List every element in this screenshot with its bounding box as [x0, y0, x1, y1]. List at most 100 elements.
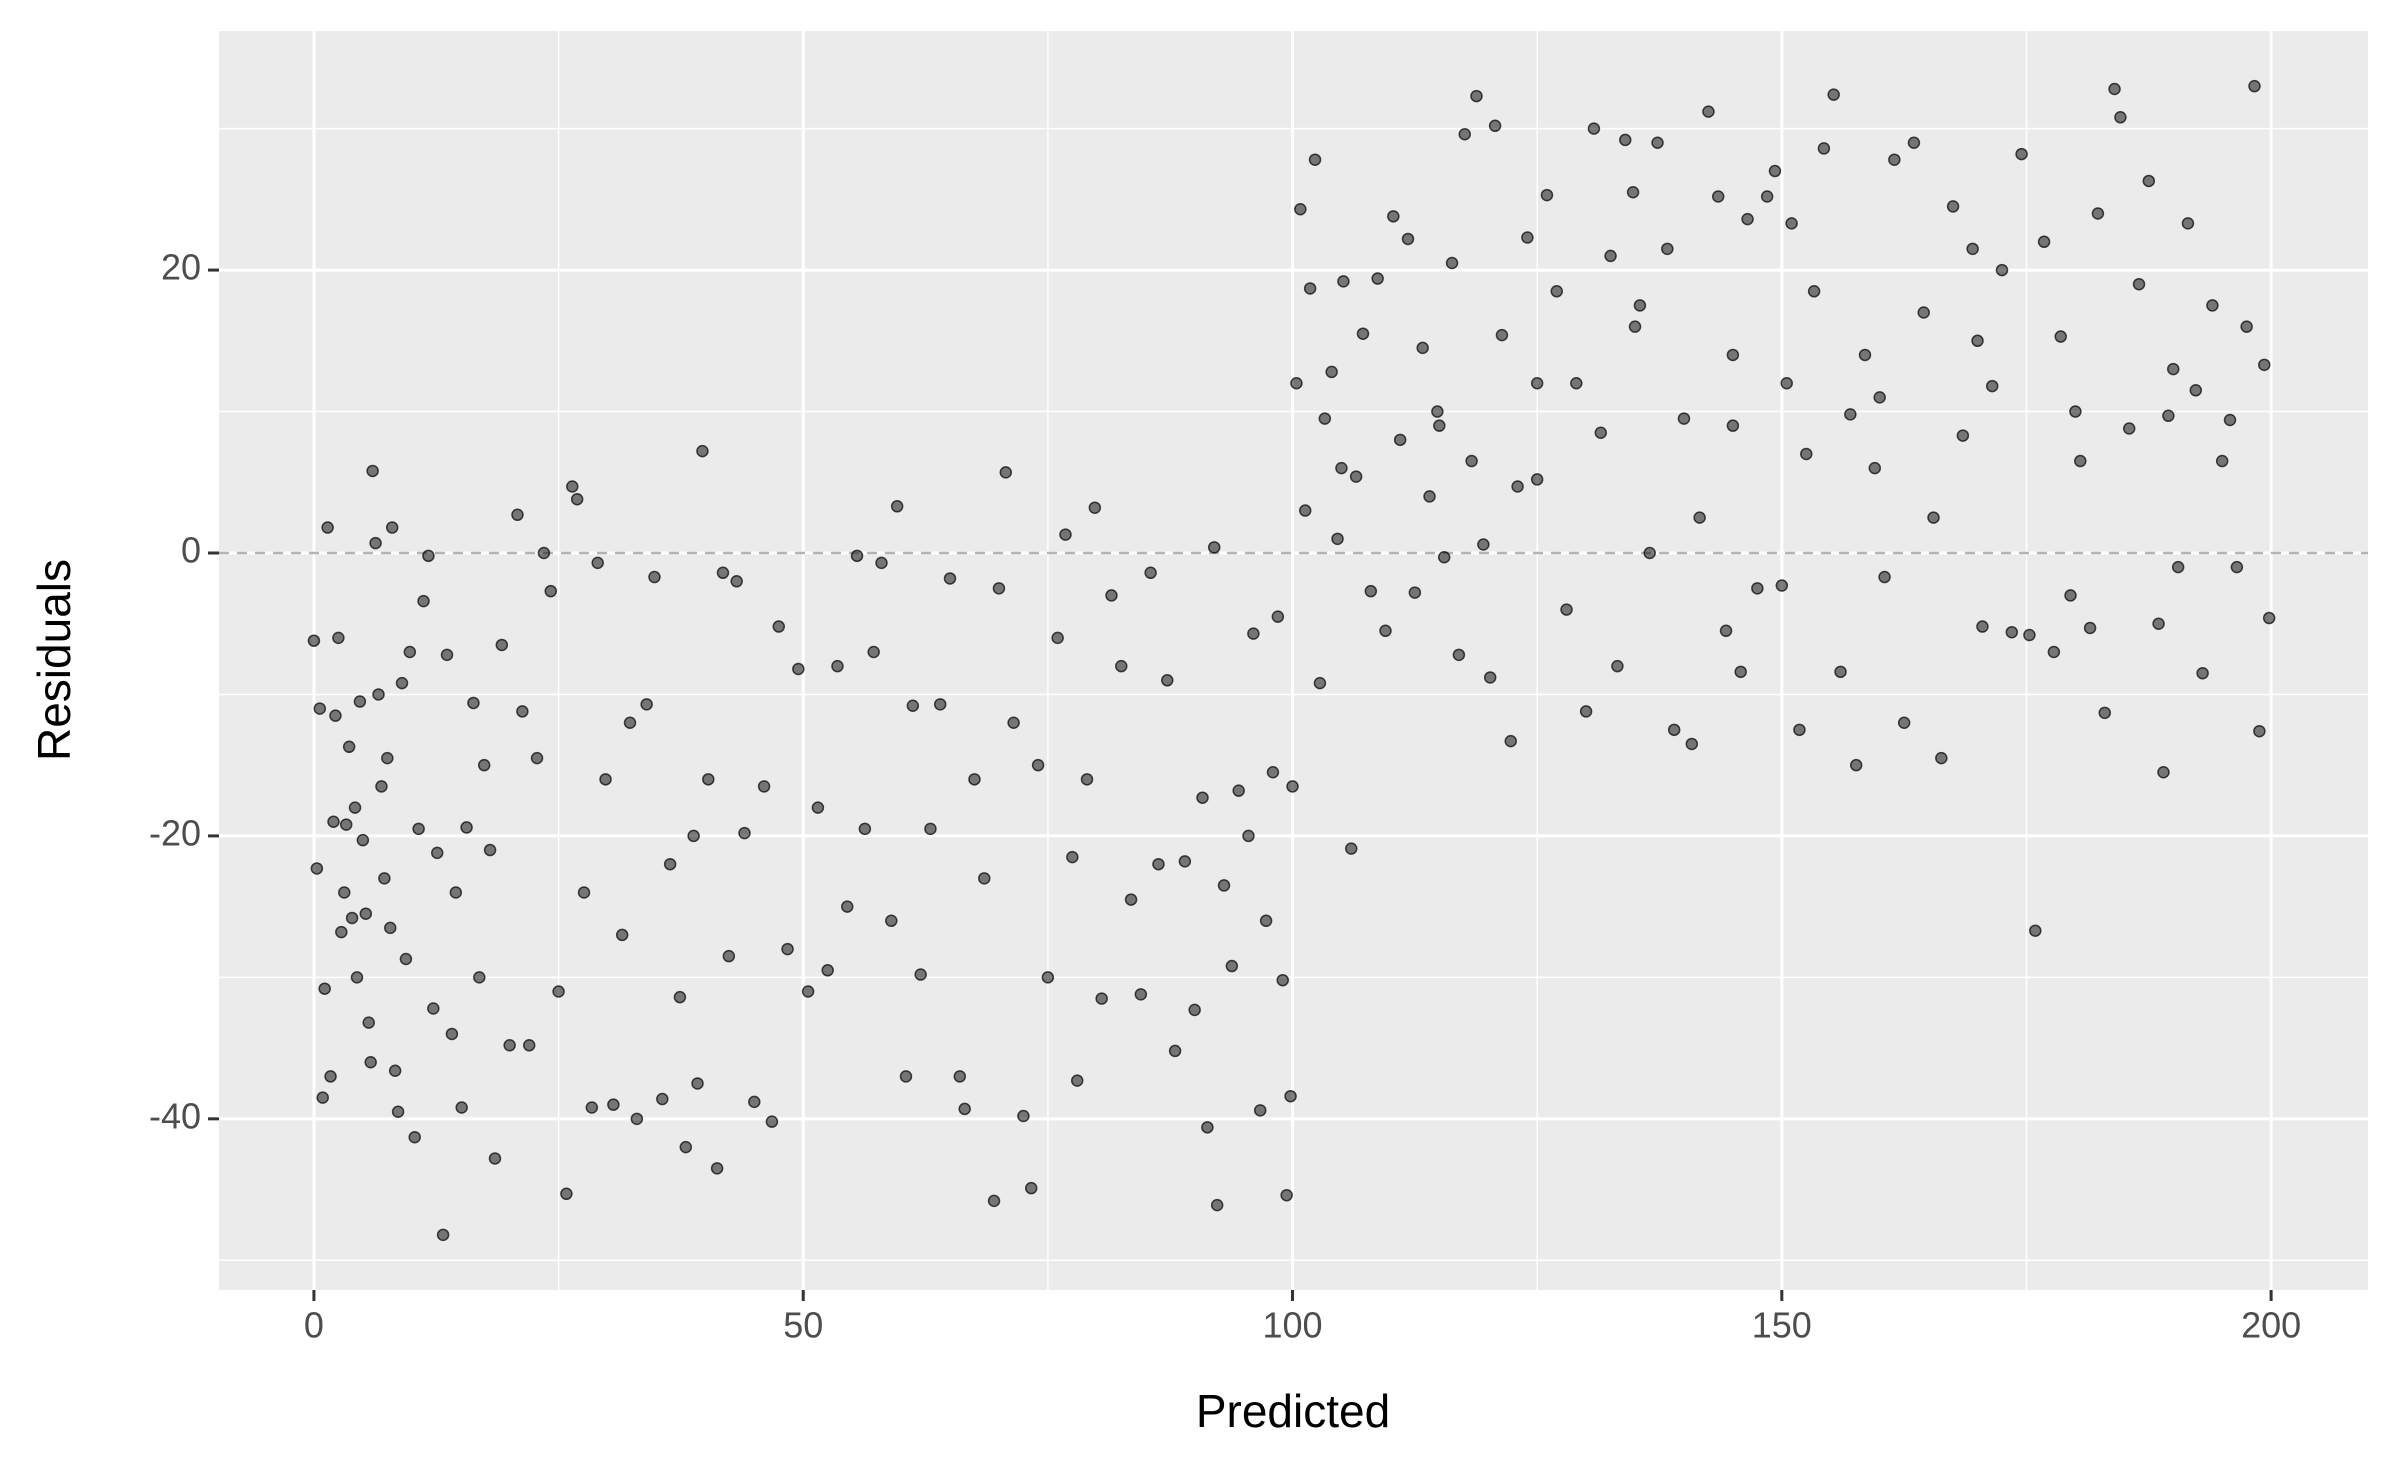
point	[445, 1027, 459, 1041]
point	[801, 985, 815, 998]
point	[455, 1101, 468, 1114]
point	[1618, 133, 1632, 147]
point	[875, 556, 888, 570]
point	[307, 634, 321, 647]
point	[503, 1039, 516, 1052]
point	[2037, 235, 2051, 249]
point	[342, 740, 356, 754]
point	[345, 911, 359, 925]
point	[353, 695, 367, 708]
point	[1433, 419, 1446, 432]
point	[1966, 242, 1979, 256]
point	[673, 990, 687, 1004]
point	[1768, 164, 1782, 178]
point	[914, 968, 927, 981]
point	[1088, 501, 1102, 514]
point	[372, 688, 385, 701]
point	[899, 1070, 913, 1083]
point	[1259, 914, 1273, 928]
point	[1031, 758, 1045, 772]
point	[1604, 249, 1617, 263]
point	[1168, 1044, 1182, 1058]
point	[691, 1077, 704, 1090]
point	[1971, 334, 1984, 348]
point	[2132, 277, 2146, 291]
point	[821, 964, 834, 977]
point	[1917, 306, 1930, 319]
point	[324, 1070, 337, 1083]
point	[537, 546, 551, 560]
point	[1775, 579, 1789, 592]
point	[1284, 1089, 1297, 1103]
point	[1364, 584, 1378, 598]
point	[781, 942, 794, 956]
point	[2064, 589, 2077, 602]
point	[1827, 88, 1840, 101]
point	[1188, 1003, 1201, 1017]
point	[968, 773, 981, 786]
point	[1741, 212, 1754, 226]
point	[2253, 724, 2266, 738]
point	[1956, 429, 1970, 442]
point	[1408, 586, 1422, 599]
point	[369, 536, 382, 550]
point	[623, 716, 637, 729]
point	[1217, 879, 1231, 892]
point	[1540, 188, 1554, 202]
point	[1702, 105, 1715, 118]
point	[329, 709, 342, 722]
point	[999, 466, 1013, 479]
point	[483, 843, 497, 857]
point	[1070, 1074, 1084, 1087]
point	[1719, 624, 1733, 638]
point	[1318, 412, 1332, 425]
point	[364, 1055, 377, 1069]
point	[440, 648, 454, 662]
point	[577, 886, 591, 899]
point	[2142, 174, 2156, 188]
point	[422, 549, 435, 563]
point	[1024, 1181, 1038, 1195]
point	[473, 971, 486, 984]
point	[1873, 391, 1886, 404]
point	[332, 631, 345, 645]
point	[1849, 758, 1863, 772]
point	[1286, 780, 1299, 793]
point	[1313, 676, 1327, 690]
point	[1210, 1198, 1224, 1212]
point	[1907, 136, 1921, 150]
x-tick-label: 150	[1752, 1305, 1812, 1346]
point	[366, 464, 379, 478]
point	[1495, 328, 1509, 342]
point	[1807, 285, 1821, 298]
point	[2074, 454, 2087, 468]
point	[811, 801, 825, 814]
point	[313, 702, 327, 715]
point	[1253, 1104, 1267, 1117]
point	[339, 818, 353, 831]
point	[702, 773, 715, 786]
point	[1416, 341, 1429, 355]
point	[1276, 973, 1289, 987]
point	[1178, 855, 1192, 868]
point	[2223, 413, 2237, 427]
point	[1751, 582, 1764, 595]
point	[591, 556, 604, 570]
point	[417, 594, 430, 608]
point	[1437, 550, 1451, 564]
y-axis-title: Residuals	[28, 559, 80, 761]
point	[1511, 480, 1524, 493]
point	[430, 846, 444, 860]
point	[738, 826, 751, 840]
point	[1356, 327, 1370, 340]
point	[2240, 320, 2253, 333]
point	[1371, 272, 1384, 285]
point	[1734, 665, 1747, 679]
point	[1726, 419, 1740, 432]
point	[381, 751, 394, 765]
point	[1760, 190, 1774, 203]
point	[1711, 190, 1725, 203]
point	[1560, 603, 1573, 616]
point	[2122, 422, 2136, 435]
point	[648, 570, 661, 584]
